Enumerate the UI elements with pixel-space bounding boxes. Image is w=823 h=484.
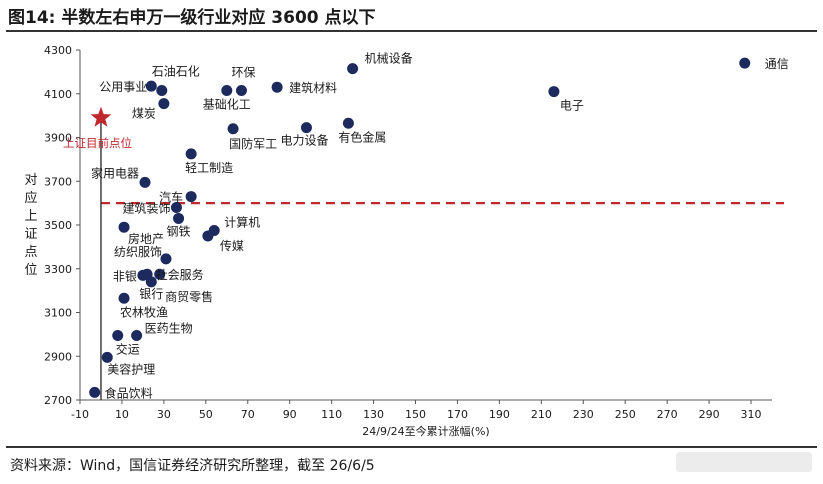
- point-label: 电子: [560, 99, 584, 113]
- point-label: 煤炭: [132, 107, 156, 121]
- x-axis-title: 24/9/24至今累计涨幅(%): [362, 424, 489, 438]
- top-rule: [6, 30, 817, 32]
- x-tick-label: 310: [741, 408, 762, 421]
- data-point: [227, 123, 239, 135]
- scatter-chart: -10 10 30 50 70 90 110 130 150 170 190 210 230 250 270…: [24, 44, 789, 438]
- data-point: [118, 221, 130, 233]
- axes: -10 10 30 50 70 90 110 130 150 170 190 210 230 250 270…: [24, 44, 772, 438]
- chart-title: 图14: 半数左右申万一级行业对应 3600 点以下: [8, 8, 376, 28]
- data-point: [221, 84, 233, 96]
- y-tick-label: 3300: [44, 263, 72, 276]
- data-point: [548, 86, 560, 98]
- data-point: [739, 57, 751, 69]
- data-point: [145, 80, 157, 92]
- point-label: 建筑装饰: [122, 201, 170, 216]
- point-label: 交运: [116, 341, 140, 356]
- data-point: [118, 292, 130, 304]
- point-label: 国防军工: [229, 136, 277, 151]
- x-tick-label: 110: [321, 408, 342, 421]
- x-tick-label: 30: [157, 408, 171, 421]
- point-label: 轻工制造: [185, 161, 233, 175]
- data-points: [89, 57, 751, 398]
- point-label: 食品饮料: [105, 385, 153, 400]
- point-label: 银行: [139, 287, 163, 301]
- data-point: [202, 230, 214, 242]
- point-label: 非银: [113, 269, 137, 283]
- data-point: [173, 212, 185, 224]
- point-label: 石油石化: [152, 64, 200, 78]
- point-label: 公用事业: [99, 80, 147, 94]
- x-tick-label: 130: [363, 408, 384, 421]
- y-tick-label: 3100: [44, 307, 72, 320]
- x-tick-label: 90: [283, 408, 297, 421]
- current-index-label: 上证目前点位: [63, 136, 132, 150]
- data-point: [89, 386, 101, 398]
- x-tick-label: 50: [199, 408, 213, 421]
- x-tick-label: 170: [447, 408, 468, 421]
- data-point: [170, 202, 182, 213]
- point-label: 汽车: [159, 190, 183, 205]
- data-point: [185, 148, 197, 160]
- data-point: [160, 253, 172, 265]
- y-tick-label: 4100: [44, 88, 72, 101]
- reference-line-group: [100, 117, 784, 400]
- point-label: 社会服务: [156, 267, 204, 282]
- watermark-badge: [676, 452, 812, 472]
- y-axis-title: 对应上证点位: [24, 173, 37, 278]
- y-tick-label: 2700: [44, 394, 72, 407]
- x-tick-label: 150: [405, 408, 426, 421]
- point-label: 纺织服饰: [114, 245, 162, 259]
- y-tick-label: 3500: [44, 219, 72, 232]
- point-label: 家用电器: [91, 165, 139, 180]
- data-point: [141, 268, 153, 280]
- point-label: 传媒: [220, 238, 244, 253]
- data-point: [139, 176, 151, 188]
- point-label: 计算机: [224, 214, 260, 229]
- data-point: [235, 84, 247, 96]
- data-point: [156, 84, 168, 96]
- x-tick-label: 270: [657, 408, 678, 421]
- point-label: 通信: [765, 57, 789, 71]
- point-label: 基础化工: [203, 97, 251, 111]
- x-tick-label: 210: [531, 408, 552, 421]
- data-point: [271, 81, 283, 93]
- data-point: [112, 329, 124, 341]
- y-tick-label: 3700: [44, 175, 72, 188]
- source-note: 资料来源：Wind，国信证券经济研究所整理，截至 26/6/5: [10, 458, 375, 474]
- x-tick-label: 70: [241, 408, 255, 421]
- point-label: 机械设备: [365, 51, 413, 66]
- data-point: [154, 268, 166, 280]
- data-point: [185, 191, 197, 203]
- point-label: 美容护理: [107, 361, 155, 376]
- x-tick-label: 230: [573, 408, 594, 421]
- y-tick-label: 4300: [44, 44, 72, 57]
- x-tick-label: 250: [615, 408, 636, 421]
- data-point: [101, 351, 113, 363]
- x-tick-label: 290: [699, 408, 720, 421]
- point-label: 有色金属: [338, 129, 386, 144]
- point-label: 环保: [231, 65, 255, 79]
- point-label: 建筑材料: [289, 80, 337, 95]
- point-label: 医药生物: [145, 321, 193, 335]
- data-point: [342, 117, 354, 129]
- data-point: [158, 98, 170, 110]
- data-point: [131, 329, 143, 341]
- y-tick-label: 3900: [44, 132, 72, 145]
- x-tick-label: -10: [71, 408, 89, 421]
- current-index-star: [90, 106, 112, 127]
- x-tick-label: 10: [115, 408, 129, 421]
- point-label: 房地产: [128, 231, 164, 246]
- bottom-rule: [6, 446, 817, 448]
- data-point: [347, 63, 359, 75]
- current-index-marker: 上证目前点位: [63, 106, 132, 150]
- point-label: 农林牧渔: [120, 305, 168, 319]
- point-label: 钢铁: [167, 224, 191, 238]
- point-label: 电力设备: [280, 134, 328, 148]
- x-tick-label: 190: [489, 408, 510, 421]
- data-point: [300, 122, 312, 134]
- point-label: 商贸零售: [165, 289, 213, 304]
- y-tick-label: 2900: [44, 350, 72, 363]
